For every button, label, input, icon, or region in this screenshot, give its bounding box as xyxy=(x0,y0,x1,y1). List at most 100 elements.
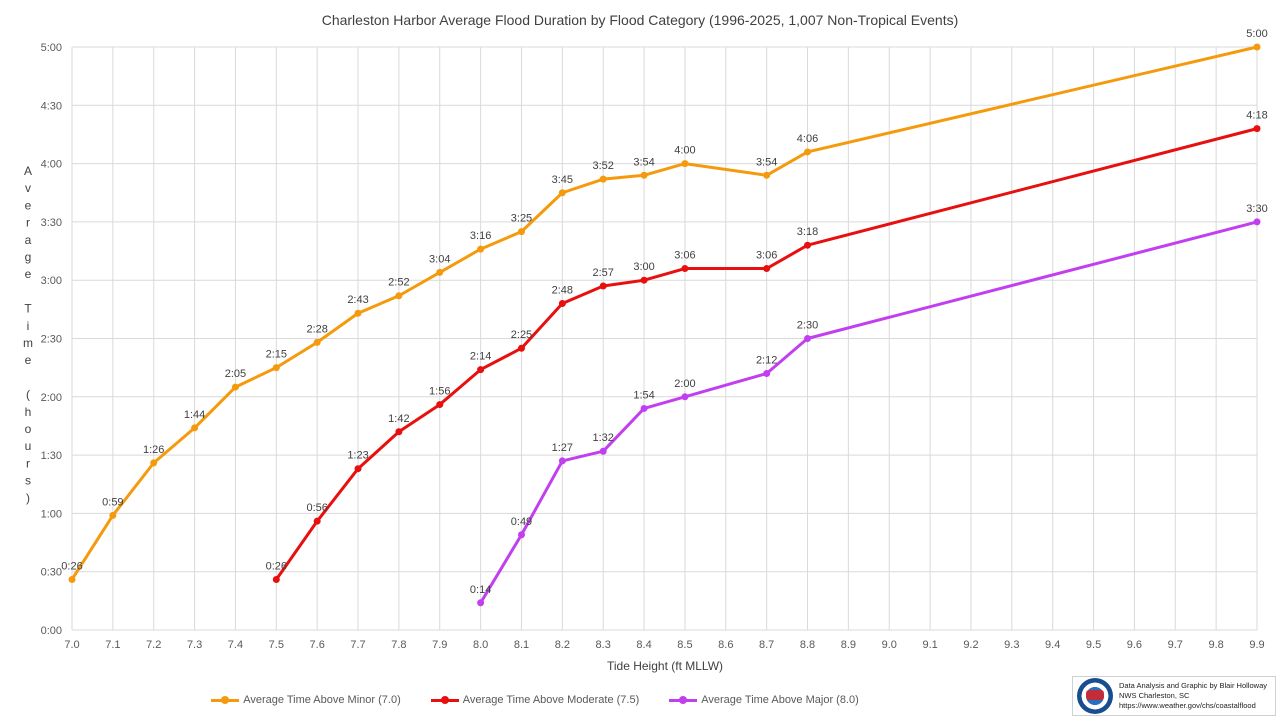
x-tick-label: 9.6 xyxy=(1127,639,1142,651)
data-point-minor xyxy=(436,268,444,276)
data-label-minor: 1:26 xyxy=(143,444,164,456)
data-point-minor xyxy=(640,171,648,179)
data-point-major xyxy=(681,393,689,401)
y-axis-label-char: A xyxy=(24,164,32,178)
data-point-minor xyxy=(354,309,362,317)
data-label-major: 0:14 xyxy=(470,584,491,596)
series-line-major xyxy=(479,220,1258,604)
series-line-moderate xyxy=(275,127,1258,581)
data-label-major: 3:30 xyxy=(1246,203,1267,215)
y-axis-label-char: h xyxy=(25,405,32,419)
y-tick-label: 3:30 xyxy=(41,217,62,229)
data-point-moderate xyxy=(763,265,771,273)
data-label-minor: 5:00 xyxy=(1246,28,1267,40)
x-tick-label: 8.8 xyxy=(800,639,815,651)
x-tick-label: 7.4 xyxy=(228,639,243,651)
x-tick-label: 9.5 xyxy=(1086,639,1101,651)
data-label-minor: 3:04 xyxy=(429,253,450,265)
data-label-minor: 3:54 xyxy=(633,156,654,168)
data-label-minor: 4:00 xyxy=(674,145,695,157)
x-tick-label: 7.3 xyxy=(187,639,202,651)
y-axis-label-char: e xyxy=(25,267,32,281)
data-point-moderate xyxy=(517,344,525,352)
y-axis-label-char: e xyxy=(25,353,32,367)
data-point-major xyxy=(1253,218,1261,226)
data-point-minor xyxy=(763,171,771,179)
data-point-minor xyxy=(191,424,199,432)
data-point-moderate xyxy=(804,241,812,249)
data-label-minor: 3:54 xyxy=(756,156,777,168)
credit-url: https://www.weather.gov/chs/coastalflood xyxy=(1119,701,1256,710)
y-tick-label: 5:00 xyxy=(41,42,62,54)
data-label-minor: 2:15 xyxy=(266,349,287,361)
x-tick-label: 8.7 xyxy=(759,639,774,651)
data-label-major: 0:49 xyxy=(511,516,532,528)
data-label-moderate: 0:56 xyxy=(306,502,327,514)
x-tick-label: 8.2 xyxy=(555,639,570,651)
data-label-moderate: 2:48 xyxy=(552,285,573,297)
series-layer: 0:26 0:59 1:26 1:44 2:05 2:15 2:28 2:43 2:52 3:04… xyxy=(61,28,1268,607)
data-point-minor xyxy=(395,292,403,300)
gridlines xyxy=(71,46,1258,631)
data-point-minor xyxy=(517,228,525,236)
series-minor: 0:26 0:59 1:26 1:44 2:05 2:15 2:28 2:43 2:52 3:04… xyxy=(61,28,1268,583)
y-axis-label-char: ( xyxy=(26,388,30,402)
data-point-minor xyxy=(1253,43,1261,51)
credit-author: Data Analysis and Graphic by Blair Hollo… xyxy=(1119,681,1267,690)
data-point-major xyxy=(640,404,648,412)
x-tick-label: 9.7 xyxy=(1168,639,1183,651)
y-axis-label-char: s xyxy=(25,474,31,488)
data-label-major: 2:12 xyxy=(756,354,777,366)
x-tick-label: 8.4 xyxy=(636,639,651,651)
data-label-moderate: 3:00 xyxy=(633,261,654,273)
legend-item-moderate: Average Time Above Moderate (7.5) xyxy=(430,694,639,706)
legend-swatch-moderate xyxy=(430,695,459,704)
data-label-minor: 3:45 xyxy=(552,174,573,186)
legend-swatch-minor xyxy=(211,695,240,704)
legend-item-major: Average Time Above Major (8.0) xyxy=(669,694,859,706)
y-tick-label: 0:30 xyxy=(41,567,62,579)
x-axis-label: Tide Height (ft MLLW) xyxy=(607,659,723,673)
data-label-major: 1:32 xyxy=(592,432,613,444)
data-point-moderate xyxy=(354,465,362,473)
data-point-major xyxy=(517,531,525,539)
data-label-minor: 2:05 xyxy=(225,368,246,380)
x-tick-label: 7.1 xyxy=(105,639,120,651)
data-label-major: 1:54 xyxy=(633,389,654,401)
y-tick-label: 1:30 xyxy=(41,450,62,462)
x-tick-label: 8.0 xyxy=(473,639,488,651)
x-tick-label: 7.7 xyxy=(350,639,365,651)
y-axis-ticks: 0:00 0:30 1:00 1:30 2:00 2:30 3:00 3:30 4:00 4:30… xyxy=(41,42,62,637)
y-tick-label: 4:30 xyxy=(41,100,62,112)
data-point-minor xyxy=(272,364,280,372)
x-tick-label: 9.4 xyxy=(1045,639,1060,651)
data-label-moderate: 2:14 xyxy=(470,351,491,363)
y-axis-label-char: g xyxy=(25,250,32,264)
data-label-moderate: 0:26 xyxy=(266,560,287,572)
x-tick-label: 9.9 xyxy=(1249,639,1264,651)
legend-swatch-major xyxy=(669,695,698,704)
data-point-moderate xyxy=(558,300,566,308)
y-axis-label-char: o xyxy=(25,422,32,436)
data-label-minor: 3:52 xyxy=(592,160,613,172)
y-axis-label-char: r xyxy=(26,216,30,230)
data-point-minor xyxy=(150,459,158,467)
y-tick-label: 1:00 xyxy=(41,508,62,520)
chart-title: Charleston Harbor Average Flood Duration… xyxy=(322,12,959,28)
data-point-major xyxy=(599,447,607,455)
x-tick-label: 7.0 xyxy=(64,639,79,651)
data-point-moderate xyxy=(313,517,321,525)
data-label-moderate: 1:23 xyxy=(347,450,368,462)
data-label-major: 2:30 xyxy=(797,320,818,332)
data-point-moderate xyxy=(681,265,689,273)
x-tick-label: 8.6 xyxy=(718,639,733,651)
data-label-major: 2:00 xyxy=(674,378,695,390)
data-label-moderate: 1:56 xyxy=(429,386,450,398)
y-tick-label: 0:00 xyxy=(41,625,62,637)
data-label-moderate: 2:25 xyxy=(511,329,532,341)
x-tick-label: 7.2 xyxy=(146,639,161,651)
data-label-minor: 0:26 xyxy=(61,560,82,572)
credit-text: Data Analysis and Graphic by Blair Hollo… xyxy=(1119,681,1267,711)
y-axis-label-char: T xyxy=(24,302,32,316)
legend-label-major: Average Time Above Major (8.0) xyxy=(701,694,859,706)
